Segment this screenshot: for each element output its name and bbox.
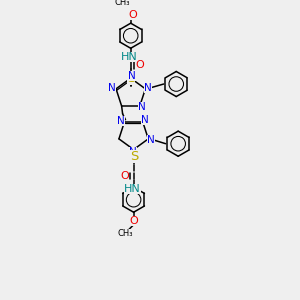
Text: HN: HN [124, 184, 141, 194]
Text: N: N [128, 71, 136, 81]
Text: O: O [135, 60, 144, 70]
Text: O: O [128, 10, 137, 20]
Text: O: O [121, 171, 129, 181]
Text: N: N [108, 83, 116, 93]
Text: N: N [144, 83, 152, 93]
Text: N: N [138, 102, 146, 112]
Text: S: S [130, 150, 138, 163]
Text: CH₃: CH₃ [117, 229, 133, 238]
Text: N: N [129, 147, 136, 158]
Text: N: N [117, 116, 124, 126]
Text: S: S [127, 72, 135, 85]
Text: N: N [147, 135, 155, 145]
Text: N: N [141, 115, 148, 125]
Text: CH₃: CH₃ [114, 0, 130, 8]
Text: HN: HN [122, 52, 138, 62]
Text: O: O [129, 216, 138, 226]
